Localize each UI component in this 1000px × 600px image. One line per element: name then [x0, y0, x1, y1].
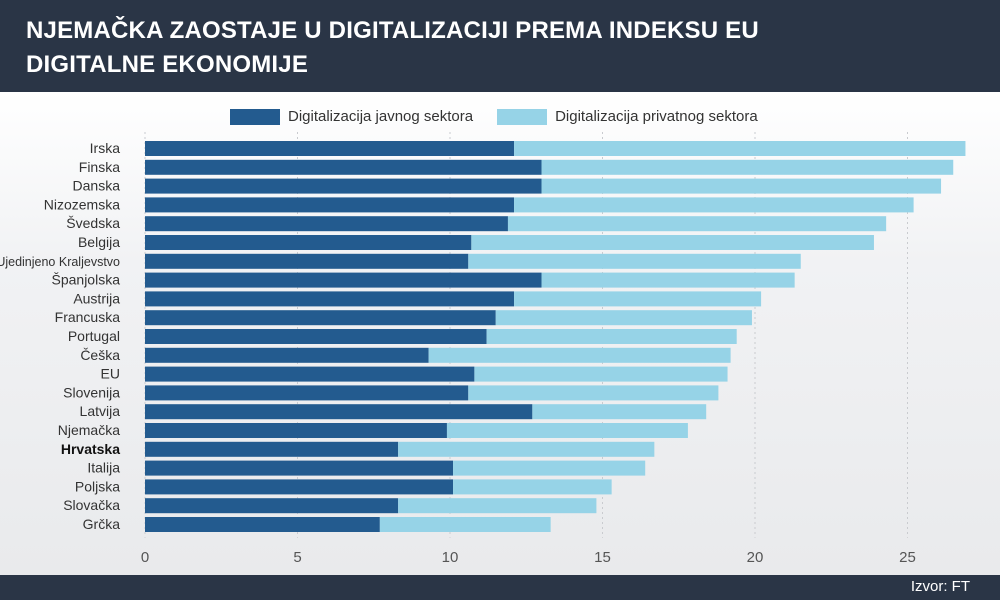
- bar-chart: 0 5 10 15 20 25 Irska Finska Danska Nizozemska Šve…: [0, 132, 966, 566]
- bar-public-7: [145, 272, 542, 288]
- bar-public-0: [145, 141, 515, 156]
- category-label: Latvija: [80, 403, 121, 419]
- bar-public-13: [145, 385, 469, 401]
- bar-private-13: [468, 385, 719, 401]
- category-label: Portugal: [68, 328, 120, 344]
- bar-private-11: [428, 347, 731, 363]
- legend-swatch-private: [497, 108, 548, 125]
- bar-public-9: [145, 310, 496, 326]
- source-label: Izvor: FT: [910, 578, 970, 595]
- bar-private-15: [446, 423, 688, 438]
- bar-private-8: [514, 291, 762, 307]
- bar-private-3: [514, 197, 914, 213]
- category-label: Italija: [87, 460, 120, 476]
- bar-private-14: [532, 404, 707, 420]
- legend-item-public: Digitalizacija javnog sektora: [230, 108, 473, 125]
- bar-private-12: [474, 366, 728, 382]
- legend-item-private: Digitalizacija privatnog sektora: [497, 108, 758, 125]
- bar-private-10: [486, 329, 737, 344]
- bar-private-2: [541, 178, 942, 194]
- bar-public-18: [145, 479, 454, 495]
- category-label: Švedska: [66, 215, 120, 231]
- bar-private-6: [468, 253, 801, 269]
- chart-header: NJEMAČKA ZAOSTAJE U DIGITALIZACIJI PREMA…: [0, 0, 1000, 92]
- x-tick-label: 10: [442, 549, 459, 566]
- bar-public-11: [145, 347, 429, 363]
- category-label: Finska: [79, 159, 120, 175]
- bar-private-0: [514, 141, 966, 156]
- bar-public-16: [145, 441, 399, 457]
- bar-private-7: [541, 272, 795, 288]
- category-label: EU: [101, 366, 120, 382]
- chart-legend: Digitalizacija javnog sektora Digitaliza…: [230, 108, 782, 125]
- bar-public-6: [145, 253, 469, 269]
- bar-public-4: [145, 216, 508, 232]
- category-label: Belgija: [78, 234, 120, 250]
- category-label: Češka: [80, 347, 120, 363]
- category-label: Austrija: [73, 290, 120, 306]
- category-label: Ujedinjeno Kraljevstvo: [0, 255, 120, 269]
- bar-public-3: [145, 197, 515, 213]
- bar-public-10: [145, 329, 487, 344]
- chart-footer: Izvor: FT: [0, 575, 1000, 600]
- x-tick-label: 20: [747, 549, 764, 566]
- category-label: Njemačka: [58, 422, 120, 438]
- legend-label-public: Digitalizacija javnog sektora: [288, 108, 474, 125]
- bar-private-5: [471, 235, 874, 250]
- bar-public-14: [145, 404, 533, 420]
- bar-private-16: [398, 441, 655, 457]
- bar-public-20: [145, 517, 380, 532]
- bar-private-17: [453, 460, 646, 476]
- category-label: Irska: [90, 140, 121, 156]
- bar-public-17: [145, 460, 454, 476]
- category-label: Grčka: [83, 516, 121, 532]
- legend-swatch-public: [230, 108, 280, 125]
- category-label: Danska: [73, 178, 121, 194]
- category-label: Poljska: [75, 478, 120, 494]
- bar-public-2: [145, 178, 542, 194]
- bar-private-18: [453, 479, 612, 495]
- legend-label-private: Digitalizacija privatnog sektora: [555, 108, 758, 125]
- category-label: Slovačka: [63, 497, 120, 513]
- bar-private-9: [495, 310, 752, 326]
- x-tick-label: 15: [594, 549, 611, 566]
- x-tick-label: 0: [141, 549, 149, 566]
- category-label: Hrvatska: [61, 441, 120, 457]
- category-label: Španjolska: [52, 272, 121, 288]
- x-tick-label: 5: [293, 549, 301, 566]
- chart-title: NJEMAČKA ZAOSTAJE U DIGITALIZACIJI PREMA…: [26, 17, 759, 78]
- bar-public-8: [145, 291, 515, 307]
- bar-public-15: [145, 423, 447, 438]
- category-label: Nizozemska: [44, 196, 120, 212]
- bar-private-1: [541, 159, 954, 175]
- category-label: Slovenija: [63, 384, 120, 400]
- category-label: Francuska: [55, 309, 121, 325]
- bar-private-19: [398, 498, 597, 514]
- bar-public-1: [145, 159, 542, 175]
- bar-public-12: [145, 366, 475, 382]
- bar-public-19: [145, 498, 399, 514]
- x-tick-label: 25: [899, 549, 916, 566]
- bar-public-5: [145, 235, 472, 250]
- bar-private-4: [507, 216, 887, 232]
- bar-private-20: [379, 517, 551, 532]
